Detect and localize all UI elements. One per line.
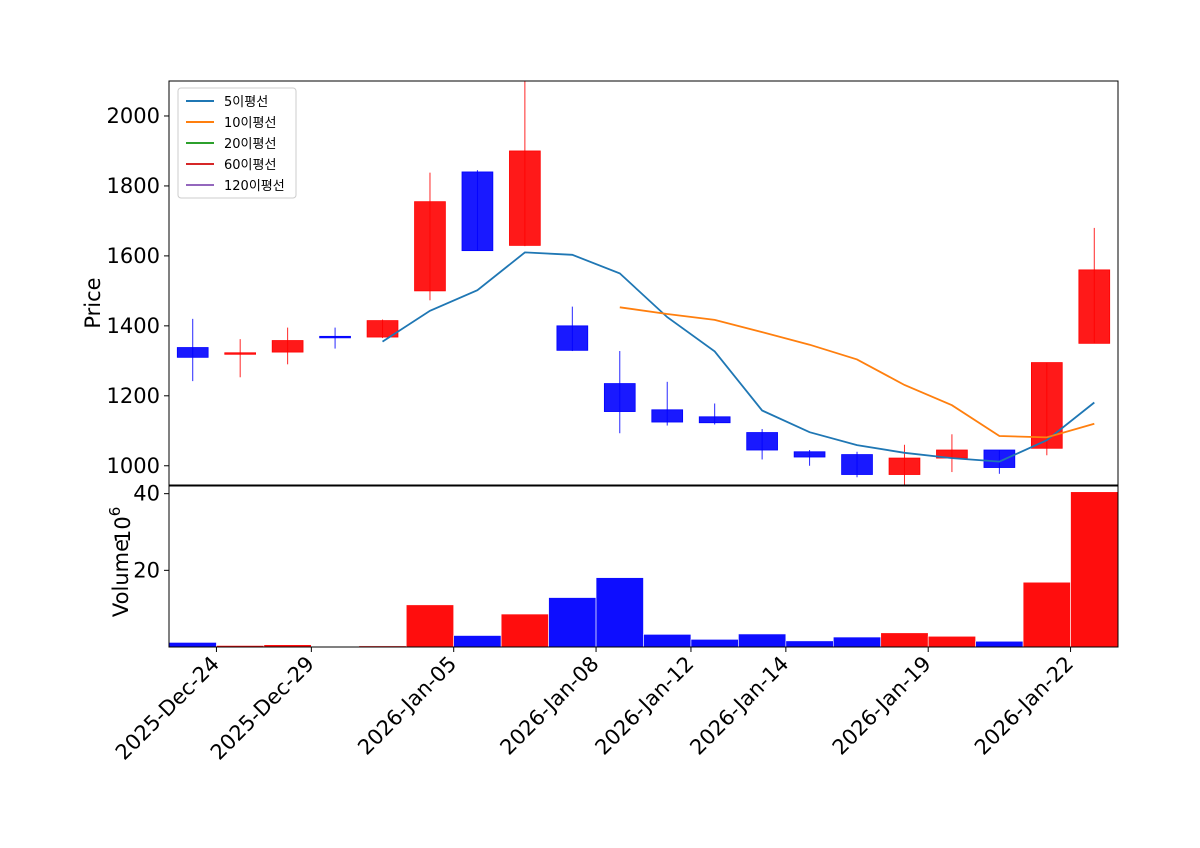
legend: 5이평선 10이평선 20이평선 60이평선 120이평선 <box>177 87 297 199</box>
volume-offset-label: 106 <box>106 507 135 543</box>
candle <box>1031 362 1063 456</box>
legend-item: 20이평선 <box>186 137 276 152</box>
price-tick-label: 1000 <box>107 454 160 478</box>
legend-box <box>177 87 297 199</box>
x-tick-label: 2026-Jan-14 <box>685 652 793 760</box>
price-tick-label: 2000 <box>107 104 160 128</box>
candle-body <box>1078 269 1111 344</box>
candle-body <box>746 432 778 451</box>
candle <box>271 327 304 365</box>
volume-bar <box>500 613 549 648</box>
price-axis-label: Price <box>81 277 105 328</box>
candle-body <box>461 171 494 252</box>
volume-bar <box>405 604 455 648</box>
x-tick-label: 2026-Jan-22 <box>970 652 1078 760</box>
legend-label: 60이평선 <box>224 158 276 173</box>
volume-tick-label: 40 <box>133 482 160 506</box>
x-tick-label: 2026-Jan-19 <box>828 652 936 760</box>
legend-item: 60이평선 <box>186 158 276 173</box>
price-tick-label: 1200 <box>107 384 160 408</box>
price-tick-label: 1800 <box>107 174 160 198</box>
volume-bar <box>927 635 976 648</box>
volume-bar <box>690 639 739 648</box>
candle <box>176 318 209 382</box>
legend-item: 5이평선 <box>186 95 268 110</box>
legend-label: 120이평선 <box>224 179 285 194</box>
candle <box>461 170 494 252</box>
price-tick-label: 1600 <box>107 244 160 268</box>
volume-bar <box>168 642 217 648</box>
candle <box>841 451 873 478</box>
x-tick-label: 2026-Jan-05 <box>353 652 461 760</box>
legend-label: 10이평선 <box>224 116 276 131</box>
candle <box>366 319 399 339</box>
candle <box>603 351 636 434</box>
volume-bar <box>548 597 597 648</box>
candle-body <box>1031 362 1063 449</box>
candle-body <box>841 454 873 475</box>
candle <box>651 381 684 426</box>
price-tick-label: 1400 <box>107 314 160 338</box>
volume-frame <box>168 485 1119 648</box>
candle-body <box>983 449 1016 468</box>
volume-axis-label: Volume <box>109 539 133 617</box>
ma-line-5이평선 <box>382 251 1095 463</box>
legend-label: 20이평선 <box>224 137 276 152</box>
candle-body <box>414 201 446 292</box>
price-frame <box>168 80 1119 486</box>
candle <box>793 450 826 466</box>
candle <box>888 444 921 485</box>
candle <box>556 306 589 352</box>
x-tick-label: 2026-Jan-08 <box>495 652 603 760</box>
candle-body <box>176 347 209 358</box>
legend-label: 5이평선 <box>224 95 268 110</box>
volume-bar <box>1070 491 1119 648</box>
volume-tick-label: 20 <box>133 558 160 582</box>
volume-bar <box>738 633 787 648</box>
volume-bar <box>785 640 834 648</box>
volume-bar <box>832 636 882 648</box>
candle <box>1078 227 1111 344</box>
legend-item: 10이평선 <box>186 116 276 131</box>
price-panel: 1000 1200 1400 1600 1800 2000 Price <box>81 80 1119 486</box>
volume-bar <box>975 640 1024 648</box>
volume-bar <box>880 632 929 648</box>
candle-body <box>271 340 304 353</box>
x-tick-label: 2026-Jan-12 <box>590 652 698 760</box>
volume-bar <box>1022 581 1071 648</box>
candle-body <box>603 383 636 412</box>
candle-body <box>366 320 399 338</box>
candle-body <box>509 150 541 246</box>
ma-line-10이평선 <box>619 306 1095 439</box>
candle-body <box>556 325 589 351</box>
volume-bar <box>453 635 502 648</box>
volume-bar <box>595 577 644 648</box>
candle <box>414 172 446 301</box>
price-plot-area <box>169 81 1118 485</box>
candle-body <box>888 457 921 475</box>
candle-body <box>698 416 731 424</box>
candle-body <box>651 409 684 423</box>
candle-body <box>319 335 351 339</box>
candle-body <box>793 451 826 458</box>
candle-body <box>224 352 256 355</box>
candle <box>698 403 731 425</box>
candle <box>224 339 256 378</box>
legend-item: 120이평선 <box>186 179 285 194</box>
volume-bar <box>643 634 692 648</box>
candle <box>319 327 351 349</box>
candle <box>509 81 541 247</box>
candle <box>746 429 778 460</box>
